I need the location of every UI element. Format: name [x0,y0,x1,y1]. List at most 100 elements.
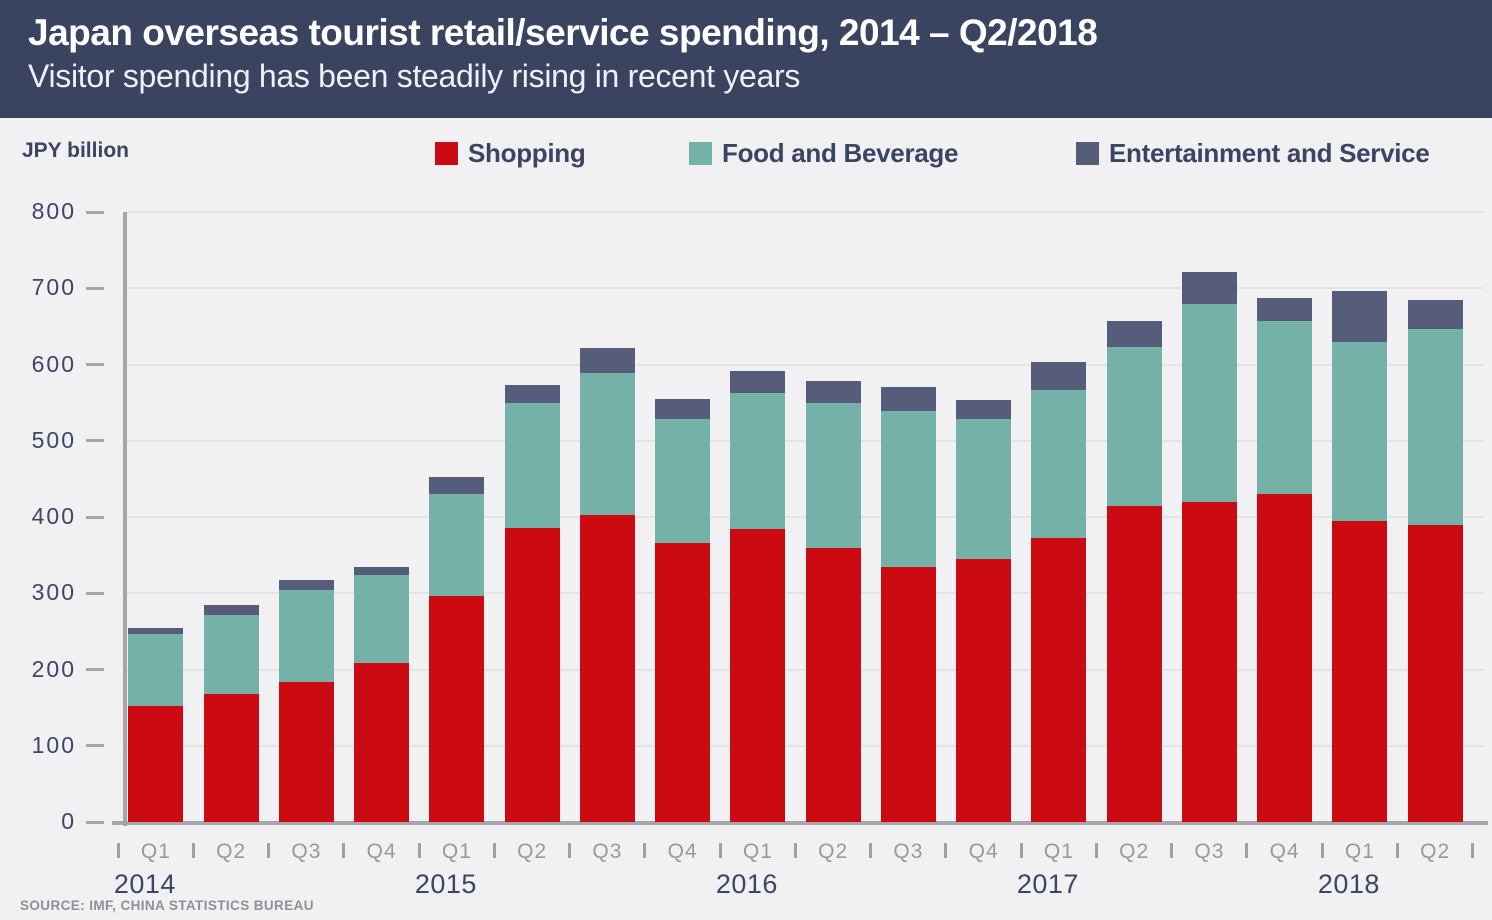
bar-segment-2018-q2-food-and-beverage [1407,328,1463,526]
gridline-600 [125,363,1484,366]
x-axis-tick [1395,843,1399,858]
x-axis-year-label-2016: 2016 [715,869,778,899]
y-axis-tick-400 [86,515,104,519]
x-axis-quarter-label: Q1 [441,840,472,863]
bar-segment-2016-q2-food-and-beverage [805,402,861,548]
x-axis-tick [1320,843,1324,858]
legend-label-shopping: Shopping [468,138,586,168]
x-axis-tick [1094,843,1098,858]
bar-segment-2017-q3-entertainment-and-service [1181,272,1237,305]
gridline-700 [125,287,1484,290]
y-axis-label-700: 700 [31,274,76,301]
bar-segment-2014-q2-entertainment-and-service [203,604,259,615]
y-axis-tick-500 [86,439,104,443]
bar-segment-2016-q4-food-and-beverage [956,419,1012,559]
x-axis-quarter-label: Q2 [818,840,849,863]
x-axis-tick [342,843,346,858]
bar-segment-2015-q1-food-and-beverage [429,494,485,597]
y-axis-label-300: 300 [31,579,76,606]
bar-segment-2016-q1-entertainment-and-service [730,370,786,394]
bar-segment-2015-q4-entertainment-and-service [655,398,711,420]
x-axis-quarter-label: Q3 [291,840,322,863]
gridline-400 [125,516,1484,518]
y-axis-label-800: 800 [31,198,76,224]
x-axis-tick [793,843,797,858]
bar-segment-2016-q2-shopping [805,547,861,822]
bar-segment-2016-q2-entertainment-and-service [805,380,861,403]
bar-segment-2015-q1-entertainment-and-service [429,477,485,495]
x-axis-quarter-label: Q1 [1344,840,1375,863]
x-axis-quarter-label: Q4 [968,840,999,863]
bar-segment-2018-q2-entertainment-and-service [1407,299,1463,329]
x-axis-baseline [112,821,1488,825]
bar-segment-2017-q4-entertainment-and-service [1257,298,1313,322]
bar-segment-2015-q2-entertainment-and-service [504,385,560,403]
x-axis-tick [417,843,421,858]
x-axis-tick [116,843,120,858]
bar-segment-2017-q2-shopping [1106,506,1162,822]
bar-segment-2018-q1-shopping [1332,520,1388,822]
x-axis-quarter-label: Q4 [366,840,397,863]
x-axis-tick [944,843,948,858]
bar-segment-2018-q2-shopping [1407,525,1463,822]
y-axis-label-100: 100 [31,731,76,758]
source-label: SOURCE: IMF, CHINA STATISTICS BUREAU [20,898,314,913]
bar-segment-2014-q4-food-and-beverage [354,574,410,664]
bar-segment-2015-q3-food-and-beverage [579,372,635,515]
bar-segment-2014-q4-shopping [354,663,410,822]
x-axis-tick [718,843,722,858]
gridline-200 [125,668,1484,671]
y-axis-tick-100 [86,744,104,748]
bar-segment-2017-q3-shopping [1181,501,1237,822]
y-axis-tick-700 [86,286,104,290]
bar-segment-2015-q4-food-and-beverage [655,419,711,543]
legend-swatch-food-beverage [689,142,712,165]
bar-segment-2015-q1-shopping [429,596,485,822]
bar-segment-2014-q2-shopping [203,693,259,822]
bar-segment-2016-q1-food-and-beverage [730,393,786,530]
x-axis-quarter-label: Q2 [517,840,548,863]
x-axis-quarter-label: Q4 [667,840,698,863]
legend-item-food-beverage: Food and Beverage [689,138,958,169]
bar-segment-2014-q1-entertainment-and-service [128,627,184,635]
bar-segment-2014-q3-entertainment-and-service [278,579,334,591]
gridline-100 [125,744,1484,747]
legend-label-entertainment-service: Entertainment and Service [1109,138,1430,168]
x-axis-quarter-label: Q3 [1194,840,1225,863]
x-axis-tick [267,843,271,858]
bar-segment-2017-q1-entertainment-and-service [1031,362,1087,391]
x-axis-year-label-2017: 2017 [1016,869,1079,899]
bar-segment-2014-q3-shopping [278,681,334,822]
bar-segment-2017-q3-food-and-beverage [1181,304,1237,502]
x-axis-tick [1471,843,1475,858]
y-axis-line [123,212,127,826]
x-axis-quarter-label: Q1 [1043,840,1074,863]
bar-segment-2014-q2-food-and-beverage [203,614,259,694]
legend-item-shopping: Shopping [435,138,586,169]
gridline-300 [125,592,1484,595]
bar-segment-2014-q1-food-and-beverage [128,634,184,707]
x-axis-quarter-label: Q3 [592,840,623,863]
bar-segment-2016-q4-shopping [956,558,1012,822]
x-axis-year-label-2014: 2014 [113,869,176,899]
y-axis-label-200: 200 [31,655,76,682]
bar-segment-2015-q3-entertainment-and-service [579,347,635,373]
x-axis-quarter-label: Q2 [216,840,247,863]
bar-segment-2017-q1-food-and-beverage [1031,390,1087,538]
x-axis-quarter-label: Q4 [1269,840,1300,863]
bar-segment-2014-q1-shopping [128,706,184,822]
x-axis-tick [643,843,647,858]
y-axis-tick-0 [86,820,104,824]
bar-segment-2018-q1-entertainment-and-service [1332,290,1388,343]
bar-segment-2016-q4-entertainment-and-service [956,400,1012,420]
bar-segment-2017-q4-food-and-beverage [1257,321,1313,495]
y-axis-label-600: 600 [31,350,76,377]
x-axis-tick [1019,843,1023,858]
y-axis-label-400: 400 [31,503,76,529]
x-axis-quarter-label: Q2 [1119,840,1150,863]
page-title: Japan overseas tourist retail/service sp… [28,12,1098,53]
bar-segment-2014-q3-food-and-beverage [278,590,334,682]
x-axis-tick [568,843,572,858]
gridline-800 [125,211,1484,213]
